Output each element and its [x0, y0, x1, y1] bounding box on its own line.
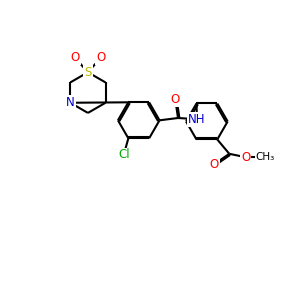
Text: NH: NH [188, 113, 206, 126]
Text: O: O [171, 93, 180, 106]
Text: O: O [96, 51, 105, 64]
Text: N: N [66, 96, 75, 109]
Text: S: S [84, 66, 92, 79]
Text: O: O [210, 158, 219, 171]
Text: CH₃: CH₃ [256, 152, 275, 162]
Text: Cl: Cl [118, 148, 130, 161]
Text: O: O [70, 51, 80, 64]
Text: O: O [241, 151, 250, 164]
